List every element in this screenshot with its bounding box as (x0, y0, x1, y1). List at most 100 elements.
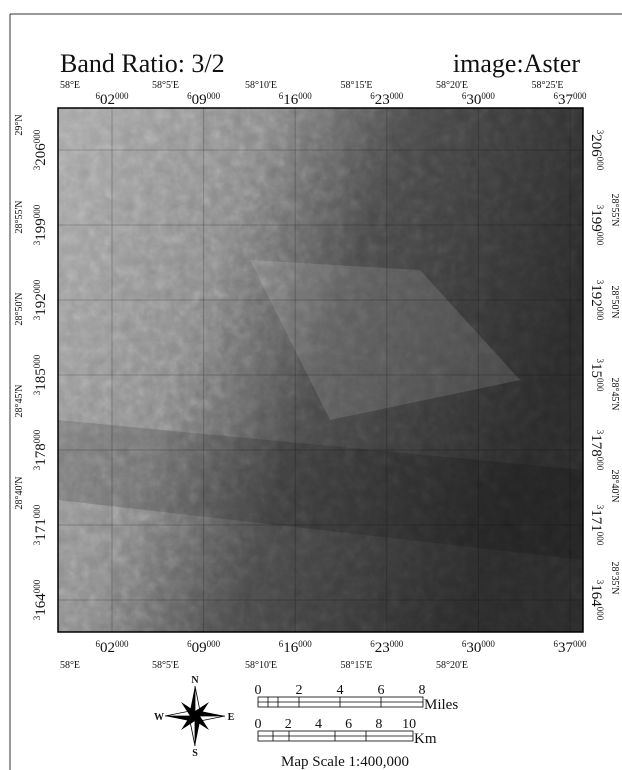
north-arrow: N E S W (154, 675, 235, 759)
bottom-easting: 616000 (279, 639, 313, 656)
coord-main: 23 (375, 92, 390, 108)
coord-suffix: 000 (595, 532, 605, 546)
coord-suffix: 000 (207, 639, 221, 649)
coord-main: 16 (283, 92, 299, 108)
coord-suffix: 000 (207, 91, 221, 101)
left-latitude: 28°55'N (14, 200, 25, 233)
top-easting: 623000 (370, 91, 404, 108)
coord-suffix: 000 (595, 307, 605, 321)
km-tick: 4 (315, 717, 322, 732)
coord-suffix: 000 (115, 639, 129, 649)
km-unit: Km (414, 731, 437, 747)
top-longitude: 58°15'E (341, 80, 373, 91)
map-page: Band Ratio: 3/2 image:Aster N E S W (0, 0, 622, 770)
right-northing: 3178000 (588, 430, 605, 471)
coord-main: 37 (558, 92, 574, 108)
coord-main: 192 (33, 293, 49, 316)
bottom-longitude: 58°E (60, 660, 80, 671)
bottom-longitude: 58°15'E (341, 660, 373, 671)
coord-main: 15 (588, 363, 604, 378)
coord-suffix: 000 (32, 504, 42, 518)
miles-tick: 4 (337, 683, 344, 698)
coord-main: 206 (33, 143, 49, 166)
left-latitude: 28°45'N (14, 384, 25, 417)
right-northing: 3199000 (588, 205, 605, 246)
coord-suffix: 000 (481, 639, 495, 649)
coord-suffix: 000 (32, 429, 42, 443)
km-tick: 2 (285, 717, 292, 732)
bottom-easting: 637000 (554, 639, 588, 656)
right-latitude: 28°45'N (609, 377, 620, 410)
coord-main: 164 (588, 584, 604, 607)
left-northing: 3178000 (32, 429, 49, 470)
coord-suffix: 000 (390, 639, 404, 649)
coord-main: 178 (588, 434, 604, 457)
right-northing: 3192000 (588, 280, 605, 321)
top-easting: 609000 (187, 91, 221, 108)
right-northing: 315000 (588, 359, 605, 393)
top-longitude: 58°5'E (152, 80, 179, 91)
coord-suffix: 000 (595, 157, 605, 171)
km-tick: 0 (255, 717, 262, 732)
coord-main: 30 (466, 640, 481, 656)
coord-main: 09 (192, 92, 207, 108)
left-northing: 3164000 (32, 579, 49, 620)
compass-south: S (192, 748, 198, 759)
coord-suffix: 000 (573, 91, 587, 101)
right-latitude: 28°35'N (609, 561, 620, 594)
coord-main: 37 (558, 640, 574, 656)
bottom-longitude: 58°20'E (436, 660, 468, 671)
bottom-easting: 623000 (370, 639, 404, 656)
miles-tick: 8 (419, 683, 426, 698)
map-title: Band Ratio: 3/2 (60, 49, 225, 78)
coord-suffix: 000 (573, 639, 587, 649)
raster-image (58, 108, 583, 632)
left-northing: 3171000 (32, 504, 49, 545)
km-tick: 6 (345, 717, 352, 732)
coord-main: 16 (283, 640, 299, 656)
top-longitude: 58°10'E (245, 80, 277, 91)
coord-suffix: 000 (481, 91, 495, 101)
scale-bar (258, 697, 423, 741)
top-easting: 630000 (462, 91, 496, 108)
coord-suffix: 000 (115, 91, 129, 101)
coord-main: 02 (100, 640, 115, 656)
coord-suffix: 000 (298, 639, 312, 649)
coord-main: 185 (33, 368, 49, 391)
bottom-longitude: 58°5'E (152, 660, 179, 671)
right-northing: 3206000 (588, 130, 605, 171)
top-longitude: 58°25'E (532, 80, 564, 91)
left-latitude: 29°N (14, 114, 25, 135)
left-northing: 3199000 (32, 204, 49, 245)
bottom-longitude: 58°10'E (245, 660, 277, 671)
right-latitude: 28°55'N (609, 193, 620, 226)
coord-suffix: 000 (298, 91, 312, 101)
map-scale: Map Scale 1:400,000 (281, 754, 409, 770)
coord-main: 164 (33, 593, 49, 616)
bottom-easting: 609000 (187, 639, 221, 656)
coord-suffix: 000 (595, 607, 605, 621)
coord-main: 199 (33, 218, 49, 241)
km-tick: 8 (375, 717, 382, 732)
top-easting: 616000 (279, 91, 313, 108)
coord-main: 171 (33, 518, 49, 541)
left-northing: 3185000 (32, 354, 49, 395)
coord-main: 192 (588, 284, 604, 307)
coord-suffix: 000 (390, 91, 404, 101)
coord-main: 171 (588, 509, 604, 532)
right-northing: 3171000 (588, 505, 605, 546)
coord-main: 199 (588, 209, 604, 232)
bottom-easting: 630000 (462, 639, 496, 656)
left-northing: 3206000 (32, 129, 49, 170)
coord-suffix: 000 (32, 354, 42, 368)
coord-suffix: 000 (32, 204, 42, 218)
compass-west: W (154, 712, 164, 723)
right-latitude: 28°50'N (609, 285, 620, 318)
coord-main: 09 (192, 640, 207, 656)
bottom-easting: 602000 (96, 639, 130, 656)
coord-main: 206 (588, 134, 604, 157)
left-latitude: 28°50'N (14, 292, 25, 325)
coord-main: 23 (375, 640, 390, 656)
coord-suffix: 000 (32, 579, 42, 593)
top-longitude: 58°20'E (436, 80, 468, 91)
